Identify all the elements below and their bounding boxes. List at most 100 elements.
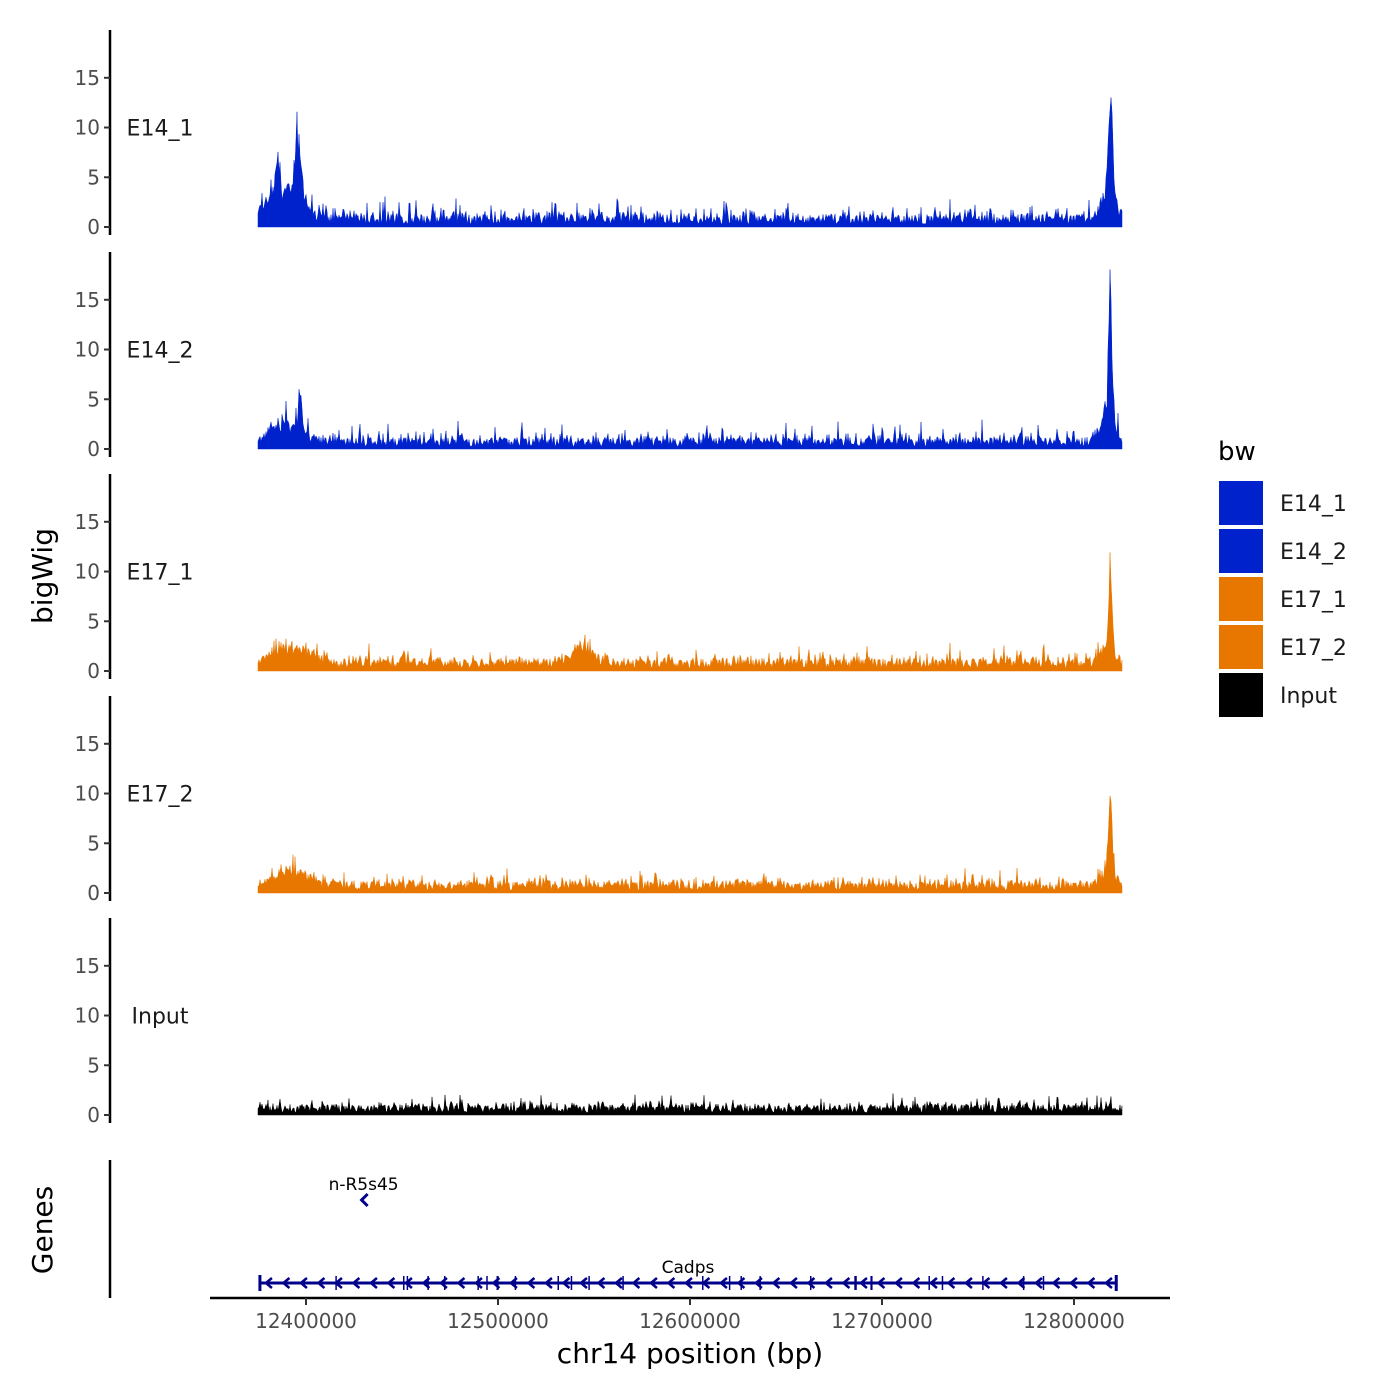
strand-chevron bbox=[841, 1277, 851, 1289]
strand-chevron bbox=[893, 1277, 903, 1289]
x-tick-label: 12400000 bbox=[255, 1309, 357, 1333]
strand-chevron bbox=[316, 1277, 326, 1289]
gene-label-Cadps: Cadps bbox=[662, 1258, 715, 1278]
track-label-E17_1: E17_1 bbox=[127, 561, 194, 586]
y-tick-label: 10 bbox=[75, 1004, 100, 1028]
track-label-E14_1: E14_1 bbox=[127, 117, 194, 142]
legend-label-Input: Input bbox=[1280, 684, 1337, 709]
track-panel-E17_2: 0 5 10 15 E17_2 bbox=[75, 696, 1123, 905]
strand-chevron bbox=[1033, 1277, 1043, 1289]
bigwig-track-panels: 0 5 10 15 E14_1 0 5 10 15 E14_2 0 5 10 15 E17_1 0 5 10 15 E… bbox=[75, 30, 1123, 1127]
strand-chevron bbox=[438, 1277, 448, 1289]
strand-chevron bbox=[1103, 1277, 1113, 1289]
y-tick-label: 5 bbox=[87, 609, 100, 633]
y-tick-label: 5 bbox=[87, 387, 100, 411]
coverage-area-E17_1 bbox=[257, 552, 1123, 672]
track-panel-E17_1: 0 5 10 15 E17_1 bbox=[75, 474, 1123, 683]
strand-chevron bbox=[928, 1277, 938, 1289]
genes-axis-title: Genes bbox=[26, 1186, 59, 1274]
coverage-area-Input bbox=[257, 1093, 1123, 1116]
gene-Cadps: Cadps bbox=[258, 1258, 1118, 1291]
strand-chevron bbox=[386, 1277, 396, 1289]
strand-chevron bbox=[718, 1277, 728, 1289]
strand-chevron bbox=[823, 1277, 833, 1289]
strand-chevron bbox=[543, 1277, 553, 1289]
strand-chevron bbox=[298, 1277, 308, 1289]
x-tick-label: 12800000 bbox=[1023, 1309, 1125, 1333]
strand-chevron bbox=[578, 1277, 588, 1289]
track-panel-Input: 0 5 10 15 Input bbox=[75, 918, 1123, 1127]
x-axis-title: chr14 position (bp) bbox=[557, 1337, 823, 1370]
y-tick-label: 15 bbox=[75, 510, 100, 534]
y-tick-label: 0 bbox=[87, 659, 100, 683]
strand-chevron bbox=[351, 1277, 361, 1289]
coverage-area-E14_1 bbox=[257, 97, 1123, 228]
legend-swatch-E17_1 bbox=[1217, 575, 1265, 623]
strand-chevron bbox=[998, 1277, 1008, 1289]
legend-title: bw bbox=[1218, 437, 1256, 467]
legend-swatch-Input bbox=[1217, 671, 1265, 719]
y-tick-label: 5 bbox=[87, 165, 100, 189]
y-tick-label: 15 bbox=[75, 732, 100, 756]
strand-chevron bbox=[946, 1277, 956, 1289]
y-tick-label: 15 bbox=[75, 66, 100, 90]
strand-chevron bbox=[1086, 1277, 1096, 1289]
strand-chevron bbox=[648, 1277, 658, 1289]
strand-chevron bbox=[491, 1277, 501, 1289]
strand-chevron bbox=[1016, 1277, 1026, 1289]
legend-label-E14_1: E14_1 bbox=[1280, 492, 1347, 517]
y-tick-label: 10 bbox=[75, 560, 100, 584]
strand-chevron bbox=[333, 1277, 343, 1289]
strand-chevron bbox=[263, 1277, 273, 1289]
strand-chevron bbox=[508, 1277, 518, 1289]
genes-panel: n-R5s45 Cadps bbox=[108, 1160, 1118, 1298]
track-panel-E14_1: 0 5 10 15 E14_1 bbox=[75, 30, 1123, 239]
strand-chevron bbox=[858, 1277, 868, 1289]
legend-label-E17_2: E17_2 bbox=[1280, 636, 1347, 661]
strand-chevron bbox=[736, 1277, 746, 1289]
strand-chevron bbox=[1068, 1277, 1078, 1289]
strand-chevron bbox=[281, 1277, 291, 1289]
strand-chevron bbox=[368, 1277, 378, 1289]
strand-chevron bbox=[421, 1277, 431, 1289]
strand-chevron bbox=[631, 1277, 641, 1289]
y-tick-label: 0 bbox=[87, 1103, 100, 1127]
strand-chevron bbox=[403, 1277, 413, 1289]
y-tick-label: 10 bbox=[75, 116, 100, 140]
x-axis: 12400000 12500000 12600000 12700000 12800000 bbox=[210, 1296, 1170, 1333]
strand-chevron bbox=[456, 1277, 466, 1289]
coverage-area-E14_2 bbox=[257, 269, 1123, 450]
strand-chevron bbox=[788, 1277, 798, 1289]
track-label-Input: Input bbox=[132, 1005, 189, 1030]
gene-label-n-R5s45: n-R5s45 bbox=[329, 1175, 399, 1195]
strand-chevron bbox=[359, 1192, 369, 1208]
strand-chevron bbox=[596, 1277, 606, 1289]
y-tick-label: 5 bbox=[87, 831, 100, 855]
strand-chevron bbox=[473, 1277, 483, 1289]
legend-label-E17_1: E17_1 bbox=[1280, 588, 1347, 613]
legend-swatch-E17_2 bbox=[1217, 623, 1265, 671]
y-tick-label: 5 bbox=[87, 1053, 100, 1077]
strand-chevron bbox=[1051, 1277, 1061, 1289]
strand-chevron bbox=[561, 1277, 571, 1289]
strand-chevron bbox=[876, 1277, 886, 1289]
x-tick-label: 12600000 bbox=[639, 1309, 741, 1333]
strand-chevron bbox=[526, 1277, 536, 1289]
y-tick-label: 10 bbox=[75, 782, 100, 806]
strand-chevron bbox=[683, 1277, 693, 1289]
strand-chevron bbox=[666, 1277, 676, 1289]
y-tick-label: 15 bbox=[75, 288, 100, 312]
strand-chevron bbox=[753, 1277, 763, 1289]
legend: bw E14_1 E14_2 E17_1 E17_2 Input bbox=[1217, 437, 1347, 719]
y-tick-label: 0 bbox=[87, 881, 100, 905]
strand-chevron bbox=[981, 1277, 991, 1289]
strand-chevron bbox=[911, 1277, 921, 1289]
y-tick-label: 10 bbox=[75, 338, 100, 362]
strand-chevron bbox=[701, 1277, 711, 1289]
x-tick-label: 12500000 bbox=[447, 1309, 549, 1333]
strand-chevron bbox=[613, 1277, 623, 1289]
y-tick-label: 0 bbox=[87, 437, 100, 461]
legend-label-E14_2: E14_2 bbox=[1280, 540, 1347, 565]
strand-chevron bbox=[771, 1277, 781, 1289]
